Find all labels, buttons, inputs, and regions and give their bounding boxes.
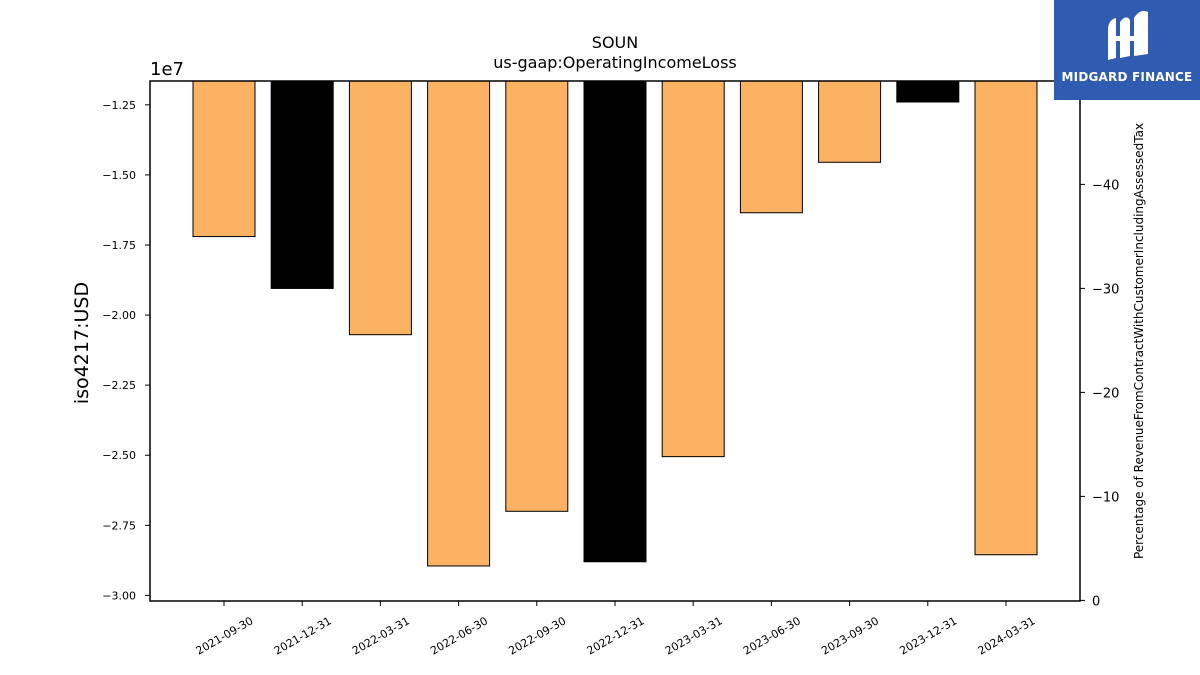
bar-2024-03-31 bbox=[974, 80, 1038, 556]
midgard-finance-logo: MIDGARD FINANCE bbox=[1054, 0, 1200, 100]
logo-text: MIDGARD FINANCE bbox=[1061, 70, 1193, 84]
bar-2021-12-31 bbox=[270, 80, 334, 289]
y2-tick-label: 0 bbox=[1092, 594, 1100, 609]
bar-2022-12-31 bbox=[583, 80, 647, 563]
y-tick-label: −1.25 bbox=[102, 99, 136, 112]
plot-frame bbox=[149, 80, 1081, 602]
x-tick-label: 2022-12-31 bbox=[585, 614, 647, 657]
y-axis-label: iso4217:USD bbox=[71, 282, 93, 404]
y2-tick-label: −10 bbox=[1092, 490, 1119, 505]
y-offset-label: 1e7 bbox=[150, 59, 184, 80]
x-tick-label: 2023-09-30 bbox=[819, 614, 881, 657]
x-tick-label: 2021-09-30 bbox=[194, 614, 256, 657]
x-tick-label: 2022-06-30 bbox=[428, 614, 490, 657]
bar-2023-03-31 bbox=[661, 80, 725, 458]
bar-2023-09-30 bbox=[818, 80, 882, 163]
x-tick-label: 2022-03-31 bbox=[350, 614, 412, 657]
y-tick-label: −1.75 bbox=[102, 239, 136, 252]
y-tick-label: −2.25 bbox=[102, 379, 136, 392]
chart-title: SOUN bbox=[592, 33, 638, 52]
x-tick-label: 2023-06-30 bbox=[741, 614, 803, 657]
y-tick-label: −2.75 bbox=[102, 519, 136, 532]
y-tick-label: −2.00 bbox=[102, 309, 136, 322]
y2-tick-label: −40 bbox=[1092, 178, 1119, 193]
bar-2021-09-30 bbox=[192, 80, 256, 238]
x-tick-label: 2021-12-31 bbox=[272, 614, 334, 657]
y-tick-label: −3.00 bbox=[102, 589, 136, 602]
chart-subtitle: us-gaap:OperatingIncomeLoss bbox=[493, 53, 737, 72]
y2-axis-label: Percentage of RevenueFromContractWithCus… bbox=[1132, 123, 1146, 559]
bar-2023-06-30 bbox=[739, 80, 803, 214]
y2-tick-label: −20 bbox=[1092, 386, 1119, 401]
bar-2022-09-30 bbox=[505, 80, 569, 512]
x-tick-label: 2023-12-31 bbox=[897, 614, 959, 657]
x-tick-label: 2022-09-30 bbox=[506, 614, 568, 657]
x-tick-label: 2023-03-31 bbox=[663, 614, 725, 657]
bar-2023-12-31 bbox=[896, 80, 960, 103]
bar-2022-06-30 bbox=[427, 80, 491, 567]
bar-2022-03-31 bbox=[348, 80, 412, 336]
y2-tick-label: −30 bbox=[1092, 282, 1119, 297]
logo-mark-icon bbox=[1108, 10, 1148, 60]
y-tick-label: −2.50 bbox=[102, 449, 136, 462]
y-tick-label: −1.50 bbox=[102, 169, 136, 182]
x-tick-label: 2024-03-31 bbox=[976, 614, 1038, 657]
